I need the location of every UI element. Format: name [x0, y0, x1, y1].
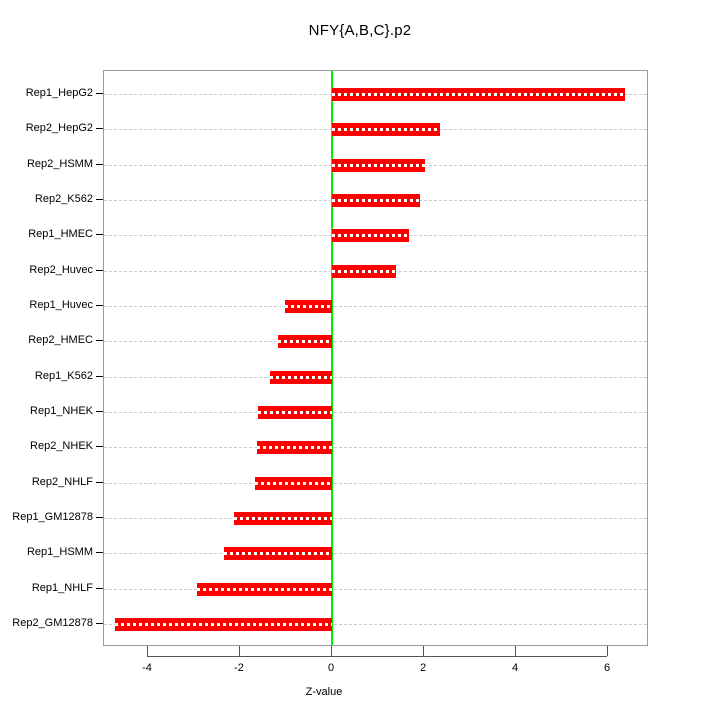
y-tick-mark: [96, 270, 103, 271]
y-tick-label: Rep1_HSMM: [26, 546, 93, 558]
y-tick-label: Rep1_Huvec: [29, 299, 93, 311]
y-tick-mark: [96, 446, 103, 447]
gridline: [104, 377, 647, 378]
gridline: [104, 518, 647, 519]
y-tick-mark: [96, 199, 103, 200]
chart-title: NFY{A,B,C}.p2: [308, 22, 412, 39]
x-tick-label: 0: [327, 662, 335, 674]
y-tick-mark: [96, 340, 103, 341]
x-tick-mark: [331, 646, 332, 656]
x-tick-label: 2: [419, 662, 427, 674]
y-tick-label: Rep2_NHEK: [30, 440, 93, 452]
y-tick-label: Rep1_GM12878: [12, 511, 93, 523]
bar-hatch-pattern: [277, 340, 332, 343]
x-tick-mark: [147, 646, 148, 656]
y-tick-label: Rep1_NHEK: [30, 405, 93, 417]
bar: [285, 300, 332, 313]
y-tick-mark: [96, 517, 103, 518]
bar: [331, 194, 420, 207]
y-tick-mark: [96, 164, 103, 165]
bar: [223, 547, 332, 560]
bar: [257, 441, 332, 454]
y-tick-label: Rep2_HepG2: [25, 122, 93, 134]
x-axis-line: [147, 656, 607, 657]
gridline: [104, 341, 647, 342]
bar-hatch-pattern: [270, 376, 332, 379]
y-tick-label: Rep2_K562: [34, 193, 93, 205]
gridline: [104, 624, 647, 625]
plot-area: [103, 70, 648, 646]
y-tick-mark: [96, 588, 103, 589]
y-tick-label: Rep2_NHLF: [31, 476, 93, 488]
bar-hatch-pattern: [258, 411, 332, 414]
bar-hatch-pattern: [285, 305, 332, 308]
bar: [331, 88, 625, 101]
bar: [331, 159, 426, 172]
bar-hatch-pattern: [223, 552, 332, 555]
bar-hatch-pattern: [233, 517, 332, 520]
bar-hatch-pattern: [254, 482, 332, 485]
x-tick-label: -2: [234, 662, 244, 674]
y-tick-mark: [96, 93, 103, 94]
gridline: [104, 589, 647, 590]
bar-hatch-pattern: [257, 446, 332, 449]
y-tick-mark: [96, 411, 103, 412]
y-tick-mark: [96, 128, 103, 129]
gridline: [104, 553, 647, 554]
bar-hatch-pattern: [331, 164, 426, 167]
bar-hatch-pattern: [197, 588, 332, 591]
bar-hatch-pattern: [331, 234, 410, 237]
y-tick-label: Rep1_NHLF: [31, 582, 93, 594]
bar: [114, 618, 332, 631]
bar: [331, 265, 396, 278]
zero-reference-line: [330, 71, 333, 645]
bar: [270, 371, 332, 384]
bar: [331, 123, 440, 136]
x-tick-mark: [423, 646, 424, 656]
y-tick-mark: [96, 623, 103, 624]
gridline: [104, 412, 647, 413]
y-tick-label: Rep2_HMEC: [28, 334, 93, 346]
bar-hatch-pattern: [114, 623, 332, 626]
bar: [277, 335, 332, 348]
y-tick-mark: [96, 482, 103, 483]
y-tick-label: Rep1_HepG2: [25, 87, 93, 99]
x-tick-mark: [515, 646, 516, 656]
y-tick-mark: [96, 234, 103, 235]
y-tick-label: Rep1_HMEC: [28, 228, 93, 240]
bar: [254, 477, 332, 490]
y-tick-label: Rep2_Huvec: [29, 264, 93, 276]
x-axis-title: Z-value: [305, 686, 343, 698]
bar-hatch-pattern: [331, 199, 420, 202]
bar: [197, 583, 332, 596]
y-tick-mark: [96, 552, 103, 553]
y-tick-label: Rep2_GM12878: [12, 617, 93, 629]
y-tick-mark: [96, 376, 103, 377]
bar: [258, 406, 332, 419]
x-tick-label: 4: [511, 662, 519, 674]
bar: [233, 512, 332, 525]
y-tick-mark: [96, 305, 103, 306]
bar: [331, 229, 410, 242]
gridline: [104, 447, 647, 448]
x-tick-label: 6: [603, 662, 611, 674]
x-tick-mark: [239, 646, 240, 656]
y-tick-label: Rep2_HSMM: [26, 158, 93, 170]
gridline: [104, 306, 647, 307]
y-tick-label: Rep1_K562: [34, 370, 93, 382]
gridline: [104, 483, 647, 484]
bar-hatch-pattern: [331, 270, 396, 273]
x-tick-label: -4: [142, 662, 152, 674]
bar-hatch-pattern: [331, 93, 625, 96]
x-tick-mark: [607, 646, 608, 656]
bar-hatch-pattern: [331, 128, 440, 131]
